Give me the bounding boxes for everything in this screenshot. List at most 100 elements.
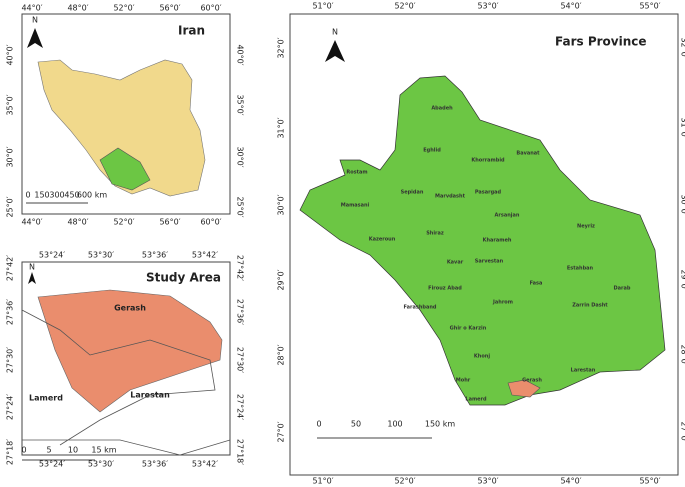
county-label: Gerash [522,378,542,384]
scale-label: 10 [68,446,78,455]
longitude-label: 44°0′ [21,4,42,13]
county-label: Abadeh [431,106,453,112]
longitude-label: 44°0′ [21,218,42,227]
boundary-line [21,309,231,456]
scale-label: 0 [21,446,26,455]
county-label: Marvdasht [435,194,466,200]
county-label: Khorrambid [471,158,505,164]
county-label: Mamasani [341,203,370,209]
longitude-label: 53°36′ [142,251,168,260]
north-arrow [28,272,36,284]
place-label: Gerash [114,304,146,313]
latitude-label: 25°0′ [6,196,15,217]
latitude-label: 31°0′ [277,117,286,138]
latitude-label: 40°0′ [236,44,245,65]
longitude-label: 53°42′ [192,460,218,469]
county-label: Lamerd [465,397,487,403]
county-label: Zarrin Dasht [572,303,608,309]
county-label: Kavar [447,260,464,266]
latitude-label: 27°18′ [6,439,15,465]
north-arrow [27,28,43,48]
place-label: Lamerd [29,394,63,403]
fars-highlight [99,147,151,191]
longitude-label: 53°42′ [192,251,218,260]
latitude-label: 40°0′ [6,44,15,65]
county-label: Kharameh [483,238,512,244]
longitude-label: 53°36′ [142,460,168,469]
longitude-label: 53°30′ [88,251,114,260]
north-label: N [32,16,38,25]
latitude-label: 29°0′ [680,269,685,290]
county-label: Eghlid [423,148,441,154]
latitude-label: 27°42′ [236,255,245,281]
scale-label: 150 km [425,420,455,429]
county-label: Fasa [530,281,543,287]
latitude-label: 27°30′ [236,347,245,373]
county-label: Neyriz [577,224,595,230]
latitude-label: 27°24′ [6,394,15,420]
fars-panel: Fars Province N [289,13,679,476]
latitude-label: 31°0′ [680,117,685,138]
latitude-label: 30°0′ [236,146,245,167]
latitude-label: 32°0′ [277,37,286,58]
longitude-label: 53°24′ [39,251,65,260]
county-label: Larestan [571,368,596,374]
latitude-label: 35°0′ [236,94,245,115]
county-label: Pasargad [475,190,502,196]
county-label: Firouz Abad [428,286,462,292]
scale-label: 15 km [91,446,116,455]
longitude-label: 53°0′ [477,477,498,486]
iran-panel: Iran N [21,13,231,215]
panel-frame [21,13,231,215]
longitude-label: 60°0′ [200,4,221,13]
latitude-label: 27°0′ [277,421,286,442]
longitude-label: 54°0′ [560,477,581,486]
longitude-label: 51°0′ [312,2,333,11]
county-label: Darab [614,286,631,292]
latitude-label: 27°42′ [6,255,15,281]
county-label: Arsanjan [495,213,520,219]
county-label: Rostam [346,170,367,176]
scale-label: 300 [49,191,64,200]
latitude-label: 30°0′ [277,194,286,215]
longitude-label: 60°0′ [200,218,221,227]
scale-label: 150 [34,191,49,200]
north-label: N [29,263,35,272]
latitude-label: 25°0′ [236,196,245,217]
scale-label: 0 [25,191,30,200]
county-label: Mohr [456,378,471,384]
longitude-label: 48°0′ [67,4,88,13]
longitude-label: 52°0′ [113,4,134,13]
latitude-label: 28°0′ [680,344,685,365]
longitude-label: 48°0′ [67,218,88,227]
panel-title: Fars Province [555,35,647,49]
county-label: Shiraz [426,231,444,237]
latitude-label: 27°36′ [6,299,15,325]
longitude-label: 51°0′ [312,477,333,486]
north-label: N [332,28,338,37]
longitude-label: 53°0′ [477,2,498,11]
latitude-label: 27°36′ [236,299,245,325]
latitude-label: 32°0′ [680,37,685,58]
latitude-label: 35°0′ [6,94,15,115]
longitude-label: 53°30′ [88,460,114,469]
county-label: Sepidan [401,190,424,196]
county-label: Bavanat [516,151,540,157]
county-label: Estahban [567,266,594,272]
county-label: Kazeroun [369,237,396,243]
longitude-label: 56°0′ [159,4,180,13]
longitude-label: 53°24′ [39,460,65,469]
longitude-label: 52°0′ [394,2,415,11]
longitude-label: 52°0′ [113,218,134,227]
county-label: Sarvestan [475,259,504,265]
latitude-label: 28°0′ [277,344,286,365]
scale-label: 600 km [77,191,107,200]
latitude-label: 27°30′ [6,347,15,373]
fars-shape [299,75,666,406]
latitude-label: 29°0′ [277,269,286,290]
longitude-label: 55°0′ [639,2,660,11]
scale-label: 0 [316,420,321,429]
longitude-label: 56°0′ [159,218,180,227]
latitude-label: 27°0′ [680,421,685,442]
